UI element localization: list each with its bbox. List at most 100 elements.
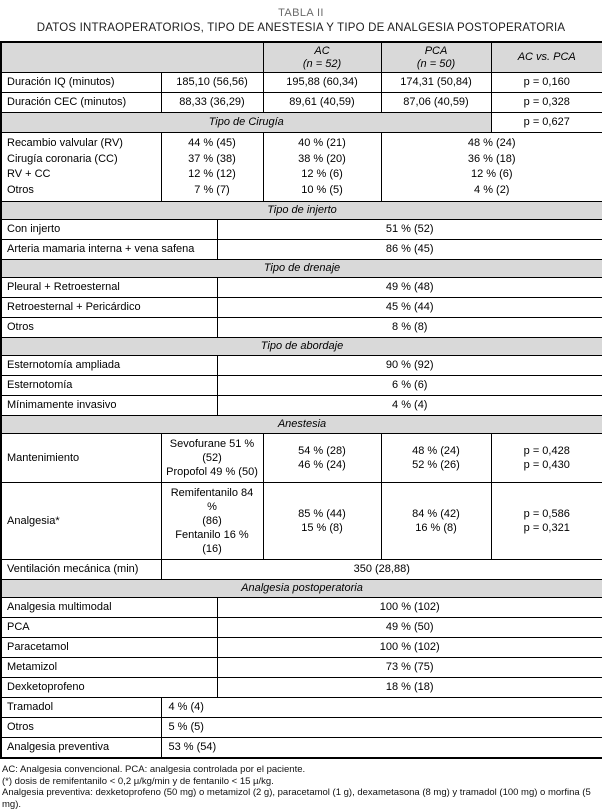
cell-total: 88,33 (36,29)	[160, 92, 264, 113]
row-tramadol: Tramadol 4 % (4)	[0, 697, 602, 718]
row-postop-3: Paracetamol 100 % (102)	[0, 637, 602, 658]
row-ventilacion: Ventilación mecánica (min) 350 (28,88)	[0, 559, 602, 580]
footnote-abbreviations: AC: Analgesia convencional. PCA: analges…	[2, 764, 306, 775]
label-line: RV + CC	[7, 168, 51, 180]
header-ac-label: AC	[314, 45, 330, 57]
cell-value: 350 (28,88)	[160, 559, 602, 580]
cell-total: 44 % (45) 37 % (38) 12 % (12) 7 % (7)	[160, 132, 264, 202]
cell-labels: Recambio valvular (RV) Cirugía coronaria…	[0, 132, 162, 202]
value-line: 12 % (12)	[188, 168, 236, 180]
value-line: Propofol 49 % (50)	[166, 466, 258, 478]
value-line: 36 % (18)	[467, 152, 516, 165]
row-analgesia: Analgesia* Remifentanilo 84 % (86) Fenta…	[0, 482, 602, 560]
table-number: TABLA II	[278, 7, 324, 19]
header-col-pca: PCA (n = 50)	[380, 41, 492, 73]
value-line: 44 % (45)	[188, 137, 236, 149]
cell-value: 49 % (50)	[216, 617, 602, 638]
data-table: AC (n = 52) PCA (n = 50) AC vs. PCA Dura…	[0, 41, 602, 759]
cell-value: 5 % (5)	[160, 717, 602, 738]
row-mamaria: Arteria mamaria interna + vena safena 86…	[0, 239, 602, 260]
row-label: Mantenimiento	[0, 433, 162, 483]
cell-value: 86 % (45)	[216, 239, 602, 260]
row-drenaje-1: Pleural + Retroesternal 49 % (48)	[0, 277, 602, 298]
row-abordaje-3: Mínimamente invasivo 4 % (4)	[0, 395, 602, 416]
value-line: 40 % (21)	[298, 137, 346, 149]
value-line: Fentanilo 16 % (16)	[175, 529, 249, 555]
header-pca-label: PCA	[424, 45, 448, 57]
header-col-vs: AC vs. PCA	[490, 41, 602, 73]
cell-pca: 87,06 (40,59)	[380, 92, 492, 113]
cell-value: 73 % (75)	[216, 657, 602, 678]
value-line: 15 % (8)	[301, 522, 343, 534]
section-row-cirugia: Tipo de Cirugía p = 0,627	[0, 112, 602, 133]
value-line: 10 % (5)	[301, 183, 343, 196]
cell-value: 90 % (92)	[216, 355, 602, 376]
table-title-block: TABLA II DATOS INTRAOPERATORIOS, TIPO DE…	[0, 0, 602, 34]
value-line: (86)	[202, 515, 222, 527]
cell-pca: 48 % (24) 52 % (26)	[380, 433, 492, 483]
value-line: 12 % (6)	[470, 168, 513, 180]
section-title: Tipo de Cirugía	[0, 112, 492, 133]
row-postop-5: Dexketoprofeno 18 % (18)	[0, 677, 602, 698]
row-drenaje-3: Otros 8 % (8)	[0, 317, 602, 338]
cell-value: 4 % (4)	[160, 697, 602, 718]
cell-value: 49 % (48)	[216, 277, 602, 298]
row-label: Esternotomía ampliada	[0, 355, 218, 376]
cell-pvalue: p = 0,586 p = 0,321	[490, 482, 602, 560]
row-label: Paracetamol	[0, 637, 218, 658]
cell-ac: 195,88 (60,34)	[262, 72, 382, 93]
row-label: Pleural + Retroesternal	[0, 277, 218, 298]
cell-pca: 48 % (24) 36 % (18) 12 % (6) 4 % (2)	[380, 132, 602, 202]
label-line: Cirugía coronaria (CC)	[7, 152, 118, 165]
row-label: Esternotomía	[0, 375, 218, 396]
row-abordaje-2: Esternotomía 6 % (6)	[0, 375, 602, 396]
footnotes-block: AC: Analgesia convencional. PCA: analges…	[0, 759, 602, 810]
cell-pvalue: p = 0,428 p = 0,430	[490, 433, 602, 483]
header-empty-cell	[0, 41, 264, 73]
row-cirugia-block: Recambio valvular (RV) Cirugía coronaria…	[0, 132, 602, 202]
header-ac-n: (n = 52)	[302, 57, 342, 70]
row-postop-1: Analgesia multimodal 100 % (102)	[0, 597, 602, 618]
cell-pca: 174,31 (50,84)	[380, 72, 492, 93]
header-col-ac: AC (n = 52)	[262, 41, 382, 73]
row-postop-4: Metamizol 73 % (75)	[0, 657, 602, 678]
value-line: Remifentanilo 84 %	[170, 487, 254, 513]
cell-detail: Sevofurane 51 % (52) Propofol 49 % (50)	[160, 433, 264, 483]
cell-value: 51 % (52)	[216, 219, 602, 240]
cell-pvalue: p = 0,160	[490, 72, 602, 93]
value-line: 16 % (8)	[415, 522, 457, 534]
section-title: Tipo de abordaje	[0, 337, 602, 356]
row-label: Otros	[0, 317, 218, 338]
footnote-preventive: Analgesia preventiva: dexketoprofeno (50…	[2, 787, 591, 810]
section-title: Tipo de drenaje	[0, 259, 602, 278]
section-row-injerto: Tipo de injerto	[0, 201, 602, 220]
cell-ac: 85 % (44) 15 % (8)	[262, 482, 382, 560]
row-label: Duración IQ (minutos)	[0, 72, 162, 93]
value-line: p = 0,321	[523, 522, 570, 534]
section-title: Analgesia postoperatoria	[0, 579, 602, 598]
row-postop-2: PCA 49 % (50)	[0, 617, 602, 638]
value-line: p = 0,428	[523, 445, 570, 457]
value-line: 7 % (7)	[194, 183, 230, 196]
cell-value: 45 % (44)	[216, 297, 602, 318]
section-title: Tipo de injerto	[0, 201, 602, 220]
value-line: 38 % (20)	[298, 152, 346, 165]
value-line: 46 % (24)	[298, 459, 346, 471]
row-label: Metamizol	[0, 657, 218, 678]
row-label: Duración CEC (minutos)	[0, 92, 162, 113]
row-con-injerto: Con injerto 51 % (52)	[0, 219, 602, 240]
label-line: Recambio valvular (RV)	[7, 137, 123, 149]
value-line: p = 0,586	[523, 508, 570, 520]
cell-value: 8 % (8)	[216, 317, 602, 338]
value-line: 37 % (38)	[188, 152, 236, 165]
row-label: Ventilación mecánica (min)	[0, 559, 162, 580]
row-label: Mínimamente invasivo	[0, 395, 218, 416]
cell-total: 185,10 (56,56)	[160, 72, 264, 93]
row-label: Tramadol	[0, 697, 162, 718]
section-row-drenaje: Tipo de drenaje	[0, 259, 602, 278]
value-line: 4 % (2)	[474, 183, 510, 196]
value-line: Sevofurane 51 % (52)	[169, 438, 255, 464]
label-line: Otros	[7, 183, 34, 196]
cell-value: 100 % (102)	[216, 597, 602, 618]
